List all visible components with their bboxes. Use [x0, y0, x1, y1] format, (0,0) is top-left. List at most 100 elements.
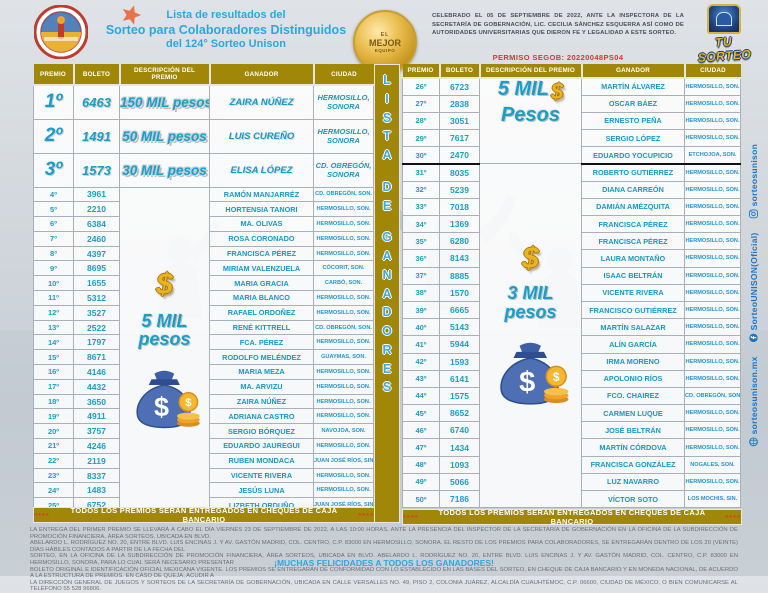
- ciudad-cell: CÓCORIT, SON.: [313, 260, 374, 277]
- premio-cell: 27º: [402, 94, 440, 113]
- boleto-cell: 5312: [73, 290, 120, 306]
- premio-cell: 44º: [402, 386, 440, 406]
- boleto-cell: 6463: [73, 84, 120, 120]
- boleto-cell: 5066: [439, 472, 480, 492]
- column-header-boleto: BOLETO: [438, 64, 480, 79]
- ganador-cell: MARTÍN SALAZAR: [581, 318, 685, 337]
- ciudad-cell: HERMOSILLO, SON.: [684, 180, 741, 199]
- ciudad-cell: HERMOSILLO, SON.: [684, 129, 741, 148]
- disclaimer-line: LA DIRECCIÓN GENERAL DE JUEGOS Y SORTEOS…: [30, 579, 738, 593]
- premio-cell: 16º: [33, 364, 74, 380]
- boleto-cell: 4911: [73, 408, 120, 425]
- ganador-cell: RODOLFO MELÉNDEZ: [209, 349, 314, 366]
- premio-cell: 2º: [33, 118, 74, 154]
- boleto-cell: 4246: [73, 438, 120, 454]
- premio-cell: 10º: [33, 275, 74, 292]
- boleto-cell: 3650: [73, 393, 120, 410]
- table-row: 4º 3961 $ 5 MIL pesos $ $ RAMÓN MANJARRÉZ…: [33, 186, 374, 514]
- prize-art-3mil-right: $ 3 MIL pesos $ $: [481, 165, 581, 406]
- results-table-left: PREMIO BOLETO DESCRIPCIÓN DEL PREMIO GANADO…: [33, 64, 374, 514]
- tu-sorteo-label: TU SORTEO: [697, 34, 752, 65]
- footer-text: TODOS LOS PREMIOS SERAN ENTREGADOS EN CH…: [70, 506, 338, 524]
- ganador-cell: ELISA LÓPEZ: [209, 152, 314, 188]
- table-row: 49º 5066 LUZ NAVARRO HERMOSILLO, SON.: [402, 472, 741, 492]
- premio-cell: 23º: [33, 467, 74, 484]
- money-bag-icon: $ $: [499, 342, 568, 405]
- premio-cell: 18º: [33, 393, 74, 410]
- boleto-cell: 8695: [73, 260, 120, 277]
- ganador-cell: CARMEN LUQUE: [581, 404, 685, 423]
- disclaimer-line: BOLETO ORIGINAL E IDENTIFICACIÓN OFICIAL…: [30, 566, 738, 580]
- event-description: CELEBRADO EL 05 DE SEPTIEMBRE DE 2022, A…: [432, 13, 684, 37]
- ciudad-cell: CARBÓ, SON.: [313, 275, 374, 292]
- premio-cell: 45º: [402, 404, 440, 423]
- premio-cell: 46º: [402, 421, 440, 440]
- ciudad-cell: HERMOSILLO, SON.: [684, 283, 741, 302]
- table-row: 21º 4246 EDUARDO JAUREGUI HERMOSILLO, SON.: [33, 438, 374, 454]
- instagram-label: sorteosunison: [749, 143, 759, 207]
- table-row: 47º 1434 MARTÍN CÓRDOVA HERMOSILLO, SON.: [402, 438, 741, 457]
- footer-stars: ****: [725, 512, 741, 522]
- footer-stars: ****: [34, 510, 50, 520]
- gold-dollar-icon: $: [522, 242, 539, 276]
- ganador-cell: JESÚS LUNA: [209, 482, 314, 499]
- ciudad-cell: HERMOSILLO, SON.: [313, 304, 374, 321]
- banner-letter: I: [385, 91, 389, 106]
- descripcion-cell: 30 MIL pesos: [119, 152, 210, 188]
- boleto-cell: 4146: [73, 364, 120, 380]
- banner-letter: O: [382, 324, 392, 338]
- banner-letter: A: [382, 148, 392, 162]
- boleto-cell: 8337: [73, 467, 120, 484]
- banner-letter: N: [382, 267, 392, 282]
- permit-number: PERMISO SEGOB: 20220048PS04: [492, 53, 624, 62]
- premio-cell: 31º: [402, 163, 440, 182]
- premio-cell: 9º: [33, 260, 74, 277]
- descripcion-group-cell: 5 MIL $ Pesos: [479, 77, 582, 165]
- boleto-cell: 5239: [439, 180, 480, 199]
- ciudad-cell: HERMOSILLO, SON.: [684, 335, 741, 354]
- table-row: 2º 1491 50 MIL pesos LUIS CUREÑO HERMOSILLO,…: [33, 118, 374, 154]
- premio-cell: 24º: [33, 482, 74, 499]
- globe-icon: [749, 437, 759, 447]
- ciudad-cell: HERMOSILLO, SON.: [313, 334, 374, 351]
- boleto-cell: 6665: [439, 300, 480, 320]
- premio-cell: 35º: [402, 232, 440, 251]
- table-row: 37º 8885 ISAAC BELTRÁN HERMOSILLO, SON.: [402, 266, 741, 285]
- premio-cell: 12º: [33, 304, 74, 321]
- premio-cell: 14º: [33, 334, 74, 351]
- table-row: 33º 7018 DAMIÁN AMÉZQUITA HERMOSILLO, SON.: [402, 197, 741, 217]
- ganador-cell: ALÍN GARCÍA: [581, 335, 685, 354]
- ganador-cell: SERGIO BÓRQUEZ: [209, 423, 314, 440]
- table-row: 36º 8143 LAURA MONTAÑO HERMOSILLO, SON.: [402, 249, 741, 268]
- descripcion-cell: 50 MIL pesos: [119, 118, 210, 154]
- boleto-cell: 1093: [439, 455, 480, 474]
- banner-letter: G: [382, 230, 392, 245]
- premio-cell: 15º: [33, 349, 74, 366]
- premio-cell: 38º: [402, 283, 440, 302]
- boleto-cell: 3051: [439, 111, 480, 131]
- ciudad-cell: CD. OBREGÓN, SON.: [313, 186, 374, 203]
- prize-amount: 5 MIL: [497, 78, 549, 100]
- boleto-cell: 4397: [73, 245, 120, 262]
- table-row: 1º 6463 150 MIL pesos ZAIRA NÚÑEZ HERMOSILLO…: [33, 84, 374, 120]
- ciudad-cell: HERMOSILLO, SON.: [313, 245, 374, 262]
- title-line-2: Sorteo para Colaboradores Distinguidos: [105, 22, 347, 37]
- ciudad-cell: CD. OBREGÓN, SONORA: [313, 152, 374, 188]
- banner-letter: D: [382, 305, 392, 320]
- premio-cell: 34º: [402, 214, 440, 234]
- ciudad-cell: HERMOSILLO, SON.: [684, 266, 741, 285]
- banner-letter: L: [383, 73, 391, 87]
- ciudad-cell: HERMOSILLO, SON.: [684, 369, 741, 388]
- boleto-cell: 1369: [439, 214, 480, 234]
- right-footer-banner: **** TODOS LOS PREMIOS SERAN ENTREGADOS …: [402, 508, 742, 526]
- ciudad-cell: LOS MOCHIS, SIN.: [684, 489, 741, 509]
- ciudad-cell: HERMOSILLO, SON.: [684, 77, 741, 96]
- banner-letter: D: [382, 179, 392, 194]
- table-row: 6º 6384 MA. OLIVAS HERMOSILLO, SON.: [33, 216, 374, 232]
- boleto-cell: 6384: [73, 216, 120, 232]
- ganador-cell: SERGIO LÓPEZ: [581, 129, 685, 148]
- premio-cell: 21º: [33, 438, 74, 454]
- ciudad-cell: HERMOSILLO, SON.: [684, 214, 741, 234]
- ganador-cell: FRANCISCA PÉREZ: [581, 232, 685, 251]
